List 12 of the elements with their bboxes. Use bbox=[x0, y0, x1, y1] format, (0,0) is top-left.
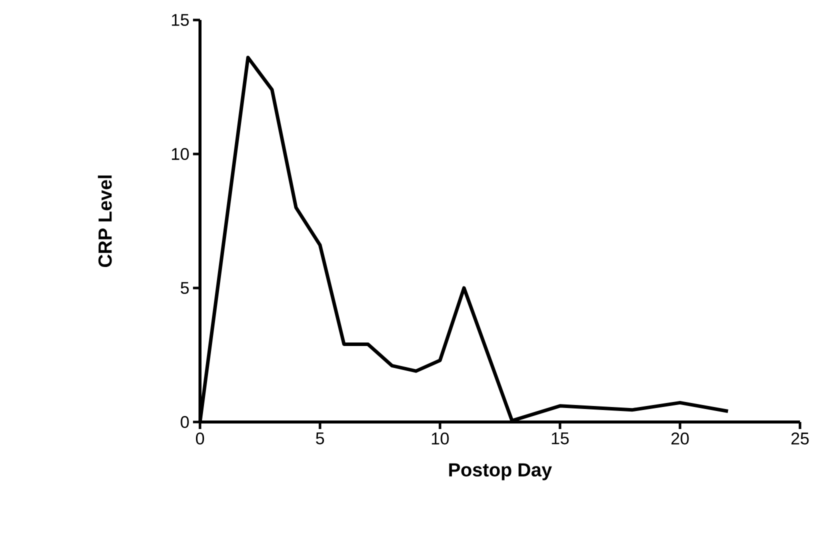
x-tick-label: 15 bbox=[552, 432, 569, 444]
y-tick-label: 0 bbox=[180, 416, 189, 428]
x-tick-label: 20 bbox=[671, 432, 689, 445]
x-tick-label: 25 bbox=[791, 432, 809, 445]
x-tick-label: 5 bbox=[316, 432, 324, 444]
x-tick-label: 10 bbox=[432, 432, 449, 445]
y-tick-label: 15 bbox=[172, 14, 189, 26]
y-tick-label: 10 bbox=[172, 148, 189, 160]
y-axis-title: CRP Level bbox=[98, 176, 112, 268]
x-tick-label: 0 bbox=[196, 432, 204, 445]
y-tick-label: 5 bbox=[180, 282, 189, 294]
x-axis-title: Postop Day bbox=[449, 463, 552, 480]
